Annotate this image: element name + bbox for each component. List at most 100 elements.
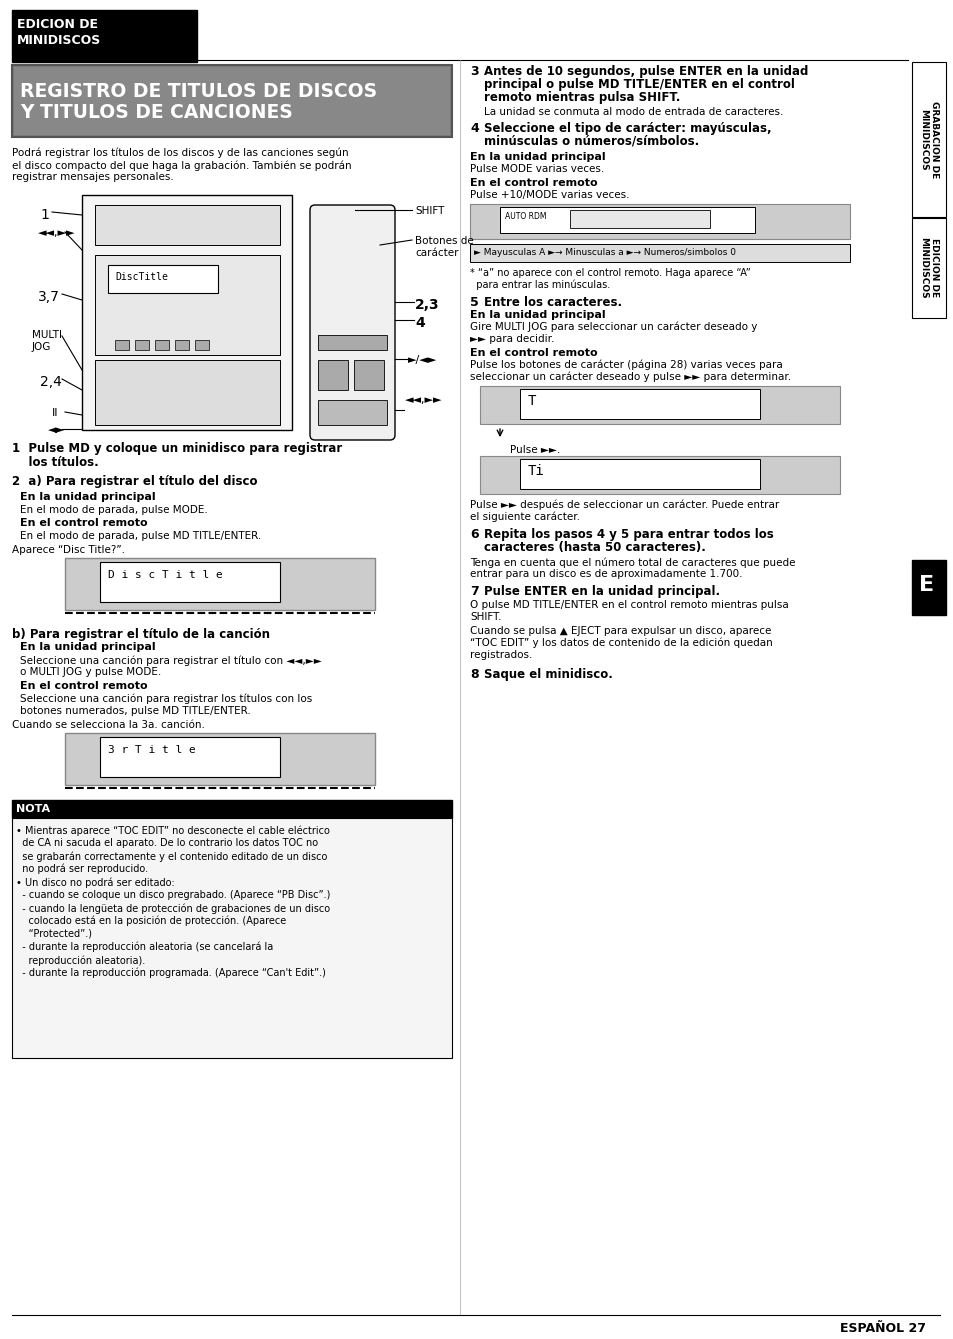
Text: Pulse MODE varias veces.: Pulse MODE varias veces. xyxy=(470,163,603,174)
Bar xyxy=(479,457,840,494)
Text: caracteres (hasta 50 caracteres).: caracteres (hasta 50 caracteres). xyxy=(483,541,705,554)
Bar xyxy=(65,732,375,785)
Text: Repita los pasos 4 y 5 para entrar todos los: Repita los pasos 4 y 5 para entrar todos… xyxy=(483,528,773,541)
Bar xyxy=(82,195,292,430)
Text: II: II xyxy=(52,408,58,418)
Text: ►► para decidir.: ►► para decidir. xyxy=(470,333,554,344)
Text: para entrar las minúsculas.: para entrar las minúsculas. xyxy=(470,280,610,291)
Text: 4: 4 xyxy=(415,316,424,329)
Text: - durante la reproducción programada. (Aparece “Can't Edit”.): - durante la reproducción programada. (A… xyxy=(16,968,326,979)
Bar xyxy=(174,340,189,349)
Text: 8: 8 xyxy=(470,668,478,682)
Text: Pulse los botones de carácter (página 28) varias veces para: Pulse los botones de carácter (página 28… xyxy=(470,360,781,371)
Text: - durante la reproducción aleatoria (se cancelará la: - durante la reproducción aleatoria (se … xyxy=(16,943,273,952)
Text: el siguiente carácter.: el siguiente carácter. xyxy=(470,511,579,522)
Text: botones numerados, pulse MD TITLE/ENTER.: botones numerados, pulse MD TITLE/ENTER. xyxy=(20,706,251,716)
Text: MULTI: MULTI xyxy=(32,329,62,340)
Text: 4: 4 xyxy=(470,122,478,135)
Text: Tenga en cuenta que el número total de caracteres que puede: Tenga en cuenta que el número total de c… xyxy=(470,557,795,568)
Text: Podrá registrar los títulos de los discos y de las canciones según
el disco comp: Podrá registrar los títulos de los disco… xyxy=(12,149,352,182)
FancyBboxPatch shape xyxy=(310,205,395,441)
Text: En el control remoto: En el control remoto xyxy=(470,348,597,358)
Text: Ti: Ti xyxy=(527,465,544,478)
Text: En el modo de parada, pulse MODE.: En el modo de parada, pulse MODE. xyxy=(20,505,208,516)
Text: SHIFT.: SHIFT. xyxy=(470,612,501,623)
Text: los títulos.: los títulos. xyxy=(12,457,99,469)
Text: Saque el minidisco.: Saque el minidisco. xyxy=(483,668,612,682)
Text: MINIDISCOS: MINIDISCOS xyxy=(17,33,101,47)
Text: O pulse MD TITLE/ENTER en el control remoto mientras pulsa: O pulse MD TITLE/ENTER en el control rem… xyxy=(470,600,788,611)
Text: 3 r T i t l e: 3 r T i t l e xyxy=(108,744,195,755)
Text: 2,4: 2,4 xyxy=(40,375,62,390)
Bar xyxy=(354,360,384,390)
Text: AUTO RDM: AUTO RDM xyxy=(504,212,546,221)
Text: En la unidad principal: En la unidad principal xyxy=(470,153,605,162)
Bar xyxy=(12,799,452,818)
Text: En el modo de parada, pulse MD TITLE/ENTER.: En el modo de parada, pulse MD TITLE/ENT… xyxy=(20,532,261,541)
Text: b) Para registrar el título de la canción: b) Para registrar el título de la canció… xyxy=(12,628,270,641)
Text: En la unidad principal: En la unidad principal xyxy=(20,491,155,502)
Bar xyxy=(911,560,945,615)
Text: En la unidad principal: En la unidad principal xyxy=(20,641,155,652)
Text: Aparece “Disc Title?”.: Aparece “Disc Title?”. xyxy=(12,545,125,554)
Text: carácter: carácter xyxy=(415,248,458,258)
Text: NOTA: NOTA xyxy=(16,803,51,814)
Text: no podrá ser reproducido.: no podrá ser reproducido. xyxy=(16,864,148,874)
Text: La unidad se conmuta al modo de entrada de caracteres.: La unidad se conmuta al modo de entrada … xyxy=(483,107,782,116)
Text: seleccionar un carácter deseado y pulse ►► para determinar.: seleccionar un carácter deseado y pulse … xyxy=(470,372,790,383)
Bar xyxy=(108,265,218,293)
Text: se grabarán correctamente y el contenido editado de un disco: se grabarán correctamente y el contenido… xyxy=(16,852,327,861)
Text: 2,3: 2,3 xyxy=(415,299,439,312)
Text: o MULTI JOG y pulse MODE.: o MULTI JOG y pulse MODE. xyxy=(20,667,161,678)
Text: 7: 7 xyxy=(470,585,478,599)
Circle shape xyxy=(206,366,250,410)
Text: 3: 3 xyxy=(470,66,478,78)
Text: 2  a) Para registrar el título del disco: 2 a) Para registrar el título del disco xyxy=(12,475,257,487)
Text: E: E xyxy=(918,574,933,595)
Bar xyxy=(115,340,129,349)
Text: • Mientras aparece “TOC EDIT” no desconecte el cable eléctrico: • Mientras aparece “TOC EDIT” no descone… xyxy=(16,825,330,836)
Text: D i s c T i t l e: D i s c T i t l e xyxy=(108,570,222,580)
Text: principal o pulse MD TITLE/ENTER en el control: principal o pulse MD TITLE/ENTER en el c… xyxy=(483,78,794,91)
Text: ◄►: ◄► xyxy=(48,424,65,435)
Text: En el control remoto: En el control remoto xyxy=(470,178,597,187)
Bar xyxy=(911,218,945,317)
Bar xyxy=(100,736,280,777)
Text: de CA ni sacuda el aparato. De lo contrario los datos TOC no: de CA ni sacuda el aparato. De lo contra… xyxy=(16,838,317,848)
Text: Antes de 10 segundos, pulse ENTER en la unidad: Antes de 10 segundos, pulse ENTER en la … xyxy=(483,66,807,78)
Text: registrados.: registrados. xyxy=(470,649,532,660)
Circle shape xyxy=(346,299,361,315)
Text: “Protected”.): “Protected”.) xyxy=(16,929,91,939)
Bar xyxy=(470,244,849,262)
Text: REGISTRO DE TITULOS DE DISCOS: REGISTRO DE TITULOS DE DISCOS xyxy=(20,82,376,100)
Text: minúsculas o números/símbolos.: minúsculas o números/símbolos. xyxy=(483,135,699,149)
Bar xyxy=(135,340,149,349)
Bar xyxy=(14,67,450,135)
Bar xyxy=(95,254,280,355)
Circle shape xyxy=(324,277,339,293)
Circle shape xyxy=(346,321,361,337)
Text: Botones de: Botones de xyxy=(415,236,474,246)
Text: ◄◄,►►: ◄◄,►► xyxy=(405,395,442,404)
Text: ►/◄►: ►/◄► xyxy=(408,355,436,366)
Text: * “a” no aparece con el control remoto. Haga aparece “A”: * “a” no aparece con el control remoto. … xyxy=(470,268,750,279)
Bar xyxy=(317,360,348,390)
Text: ► Mayusculas A ►→ Minusculas a ►→ Numeros/simbolos 0: ► Mayusculas A ►→ Minusculas a ►→ Numero… xyxy=(474,248,735,257)
Text: EDICION DE
MINIDISCOS: EDICION DE MINIDISCOS xyxy=(919,237,938,299)
Text: Seleccione una canción para registrar los títulos con los: Seleccione una canción para registrar lo… xyxy=(20,694,312,704)
Text: DiscTitle: DiscTitle xyxy=(115,272,168,283)
Text: SHIFT: SHIFT xyxy=(415,206,444,216)
Bar xyxy=(194,340,209,349)
Bar xyxy=(499,208,754,233)
Bar xyxy=(569,210,709,228)
Text: T: T xyxy=(527,394,536,408)
Bar xyxy=(12,66,452,137)
Text: Entre los caracteres.: Entre los caracteres. xyxy=(483,296,621,309)
Text: En el control remoto: En el control remoto xyxy=(20,682,148,691)
Circle shape xyxy=(324,321,339,337)
Text: GRABACION DE
MINIDISCOS: GRABACION DE MINIDISCOS xyxy=(919,102,938,178)
Text: 1: 1 xyxy=(40,208,49,222)
Text: 6: 6 xyxy=(470,528,478,541)
Bar xyxy=(12,818,452,1058)
Bar xyxy=(519,459,760,489)
